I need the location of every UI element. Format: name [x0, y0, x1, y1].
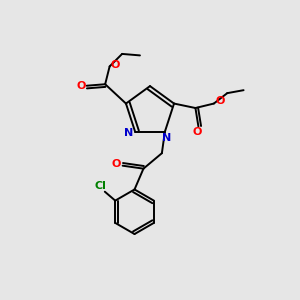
- Text: O: O: [215, 96, 224, 106]
- Text: O: O: [111, 159, 121, 169]
- Text: N: N: [124, 128, 133, 138]
- Text: Cl: Cl: [94, 181, 106, 191]
- Text: O: O: [76, 81, 86, 91]
- Text: N: N: [162, 133, 171, 143]
- Text: O: O: [192, 128, 202, 137]
- Text: O: O: [111, 60, 120, 70]
